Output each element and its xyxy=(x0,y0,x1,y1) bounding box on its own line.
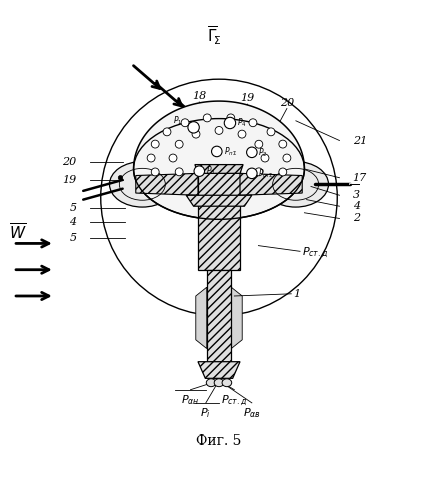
Text: 5: 5 xyxy=(70,233,77,243)
Circle shape xyxy=(279,140,287,148)
Polygon shape xyxy=(186,195,252,206)
Text: $P_i$: $P_i$ xyxy=(201,406,211,420)
Ellipse shape xyxy=(206,379,216,386)
Text: $P_{\alpha в}$: $P_{\alpha в}$ xyxy=(243,406,261,420)
Text: $P_{ст.д}$: $P_{ст.д}$ xyxy=(221,393,247,408)
Text: 21: 21 xyxy=(353,136,367,145)
Text: $P_3$: $P_3$ xyxy=(206,165,215,177)
Polygon shape xyxy=(207,270,231,362)
Circle shape xyxy=(147,154,155,162)
Text: 2: 2 xyxy=(353,214,360,224)
Circle shape xyxy=(238,130,246,138)
Circle shape xyxy=(151,140,159,148)
Text: 4: 4 xyxy=(70,218,77,228)
Text: 1: 1 xyxy=(293,289,300,299)
Text: 5: 5 xyxy=(70,204,77,214)
Circle shape xyxy=(175,140,183,148)
Circle shape xyxy=(192,130,200,138)
Circle shape xyxy=(283,154,291,162)
Text: $P_1$: $P_1$ xyxy=(173,114,183,126)
Ellipse shape xyxy=(110,162,175,207)
Text: $P_{п\Sigma}$: $P_{п\Sigma}$ xyxy=(224,145,237,158)
Circle shape xyxy=(224,118,236,128)
Circle shape xyxy=(247,147,257,158)
Text: 19: 19 xyxy=(240,94,254,104)
Circle shape xyxy=(255,168,263,176)
Polygon shape xyxy=(134,101,304,220)
Circle shape xyxy=(261,154,269,162)
Polygon shape xyxy=(196,287,207,348)
Text: 18: 18 xyxy=(192,91,206,101)
Text: 17: 17 xyxy=(353,172,367,182)
Text: $P_{ст\Sigma}$: $P_{ст\Sigma}$ xyxy=(258,167,274,179)
Text: $\overline{W}$: $\overline{W}$ xyxy=(9,222,26,242)
Circle shape xyxy=(169,154,177,162)
Circle shape xyxy=(227,114,235,122)
Text: $\overline{\Gamma}_{\!\Sigma}$: $\overline{\Gamma}_{\!\Sigma}$ xyxy=(207,24,222,47)
Circle shape xyxy=(267,128,275,136)
Circle shape xyxy=(181,119,189,126)
Circle shape xyxy=(212,146,222,156)
Circle shape xyxy=(188,122,199,133)
Text: 4: 4 xyxy=(353,201,360,211)
Polygon shape xyxy=(198,362,240,378)
Ellipse shape xyxy=(222,379,232,386)
Polygon shape xyxy=(136,174,198,195)
Circle shape xyxy=(118,176,123,180)
Circle shape xyxy=(194,166,205,176)
Circle shape xyxy=(255,140,263,148)
Text: 20: 20 xyxy=(62,158,77,168)
Circle shape xyxy=(247,168,257,178)
Polygon shape xyxy=(231,287,242,348)
Text: $P_2$: $P_2$ xyxy=(258,146,268,158)
Ellipse shape xyxy=(263,162,328,207)
Circle shape xyxy=(163,128,171,136)
Text: 19: 19 xyxy=(62,175,77,185)
Polygon shape xyxy=(195,164,243,173)
Circle shape xyxy=(151,168,159,176)
Text: $P_4$: $P_4$ xyxy=(237,116,247,129)
Text: $P_{ст.д}$: $P_{ст.д}$ xyxy=(302,245,328,260)
Ellipse shape xyxy=(214,379,224,386)
Circle shape xyxy=(175,168,183,176)
Text: 20: 20 xyxy=(280,98,294,108)
Circle shape xyxy=(249,119,257,126)
Text: Фиг. 5: Фиг. 5 xyxy=(196,434,242,448)
Text: 3: 3 xyxy=(353,190,360,200)
Circle shape xyxy=(203,114,211,122)
Polygon shape xyxy=(198,169,240,270)
Text: $P_{\alpha н}$: $P_{\alpha н}$ xyxy=(181,393,200,407)
Polygon shape xyxy=(240,174,302,195)
Circle shape xyxy=(279,168,287,176)
Circle shape xyxy=(215,126,223,134)
